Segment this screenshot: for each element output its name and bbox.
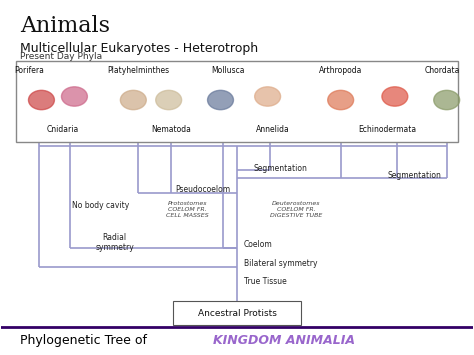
Text: Annelida: Annelida: [255, 125, 289, 135]
Text: Cnidaria: Cnidaria: [46, 125, 79, 135]
Ellipse shape: [62, 87, 87, 106]
Text: Protostomes
COELOM FR.
CELL MASSES: Protostomes COELOM FR. CELL MASSES: [166, 201, 209, 218]
Text: Animals: Animals: [20, 16, 110, 38]
FancyBboxPatch shape: [173, 301, 301, 326]
Ellipse shape: [156, 90, 182, 110]
Ellipse shape: [255, 87, 281, 106]
Text: Radial
symmetry: Radial symmetry: [95, 233, 134, 252]
Ellipse shape: [208, 90, 234, 110]
Text: Phylogenetic Tree of: Phylogenetic Tree of: [20, 334, 151, 346]
Text: Segmentation: Segmentation: [254, 164, 307, 173]
Text: Multicellular Eukaryotes - Heterotroph: Multicellular Eukaryotes - Heterotroph: [20, 42, 258, 55]
Text: Echinodermata: Echinodermata: [359, 125, 417, 135]
Text: Segmentation: Segmentation: [388, 171, 442, 180]
Text: Mollusca: Mollusca: [211, 66, 244, 75]
Text: Present Day Phyla: Present Day Phyla: [20, 52, 102, 61]
Ellipse shape: [434, 90, 460, 110]
Ellipse shape: [120, 90, 146, 110]
Text: No body cavity: No body cavity: [72, 201, 129, 210]
Text: Nematoda: Nematoda: [151, 125, 191, 135]
Text: Ancestral Protists: Ancestral Protists: [198, 308, 276, 318]
Text: Pseudocoelom: Pseudocoelom: [176, 185, 231, 194]
Text: Coelom: Coelom: [244, 240, 273, 249]
FancyBboxPatch shape: [16, 61, 458, 142]
Ellipse shape: [328, 90, 354, 110]
Ellipse shape: [382, 87, 408, 106]
Text: True Tissue: True Tissue: [244, 277, 287, 286]
Text: Chordata: Chordata: [424, 66, 460, 75]
Text: Deuterostomes
COELOM FR.
DIGESTIVE TUBE: Deuterostomes COELOM FR. DIGESTIVE TUBE: [270, 201, 322, 218]
Text: Bilateral symmetry: Bilateral symmetry: [244, 259, 318, 268]
Text: Porifera: Porifera: [15, 66, 45, 75]
Text: Arthropoda: Arthropoda: [319, 66, 362, 75]
Text: Platyhelminthes: Platyhelminthes: [107, 66, 169, 75]
Ellipse shape: [28, 90, 55, 110]
Text: KINGDOM ANIMALIA: KINGDOM ANIMALIA: [213, 334, 356, 346]
